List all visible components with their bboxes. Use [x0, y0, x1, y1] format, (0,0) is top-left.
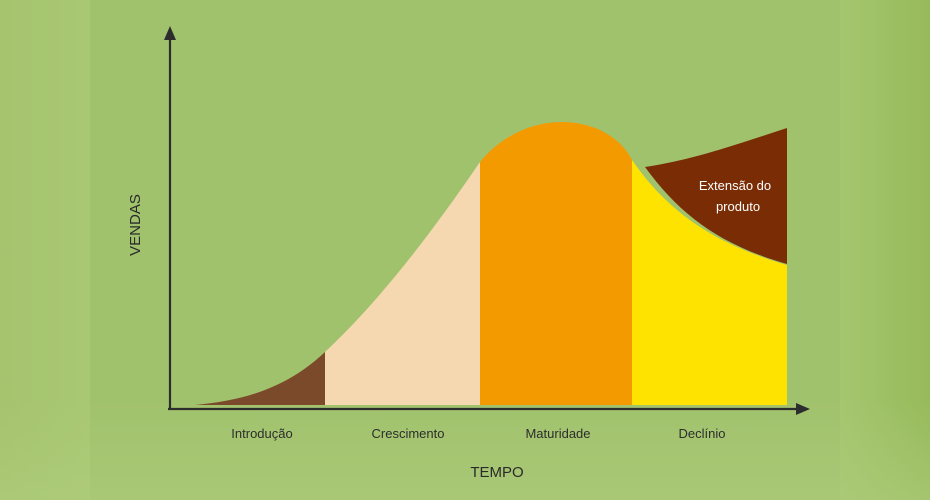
phase-label-crescimento: Crescimento — [372, 426, 445, 441]
y-axis-arrow-icon — [164, 26, 176, 40]
phase-label-maturidade: Maturidade — [525, 426, 590, 441]
background-bottom-glow — [0, 400, 930, 500]
y-axis-title: VENDAS — [127, 194, 144, 256]
phase-label-introducao: Introdução — [231, 426, 292, 441]
extension-label-line2: produto — [716, 199, 760, 214]
x-axis-arrow-icon — [796, 403, 810, 415]
x-axis-title: TEMPO — [470, 464, 523, 481]
phase-fill-crescimento — [325, 121, 480, 405]
phase-fill-maturidade — [480, 121, 632, 405]
extension-label-line1: Extensão do — [699, 178, 771, 193]
product-extension-region — [645, 128, 787, 264]
phase-label-declinio: Declínio — [679, 426, 726, 441]
phase-fill-introducao — [195, 121, 325, 405]
phase-fills — [195, 121, 787, 405]
